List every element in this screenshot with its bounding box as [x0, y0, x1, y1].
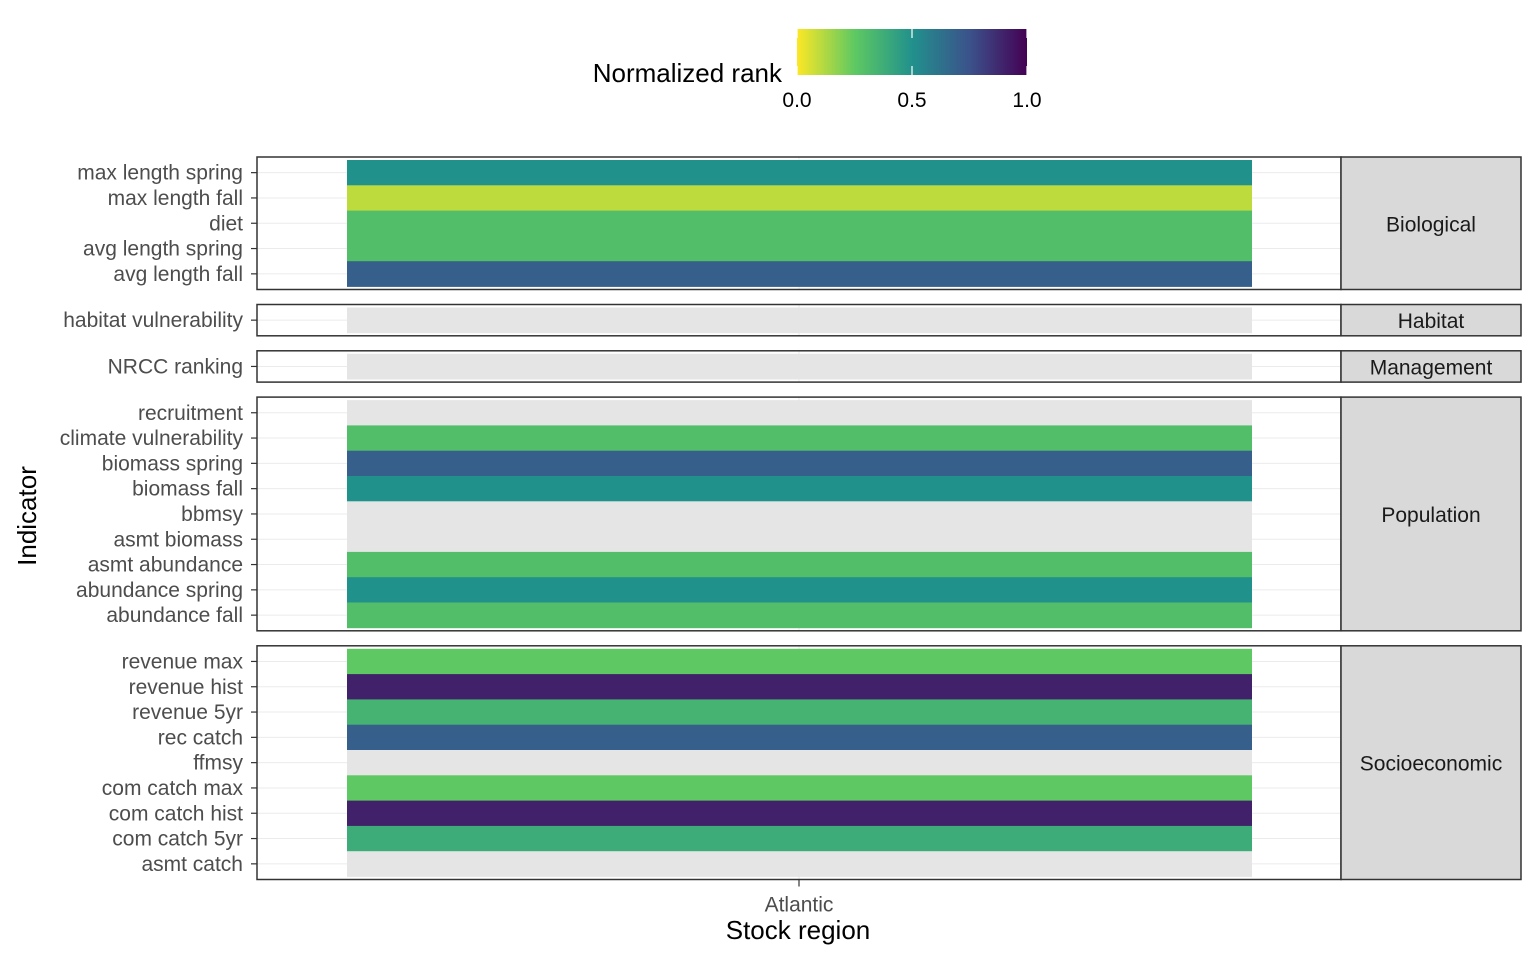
x-axis-title: Stock region [726, 915, 871, 945]
y-tick-label: max length fall [108, 187, 243, 210]
facet-habitat: habitat vulnerability Habitat [63, 303, 1522, 337]
heatmap-cell [347, 800, 1252, 827]
heatmap-cell [347, 551, 1252, 578]
heatmap-cell [347, 425, 1252, 452]
heatmap-cell [347, 577, 1252, 603]
y-tick-label: com catch 5yr [112, 828, 243, 851]
heatmap-cell [347, 353, 1252, 380]
y-tick-label: com catch hist [109, 802, 243, 825]
y-tick-label: asmt biomass [113, 528, 243, 551]
y-tick-label: avg length fall [113, 263, 243, 286]
heatmap-cell [347, 699, 1252, 726]
heatmap-cell [347, 210, 1252, 237]
legend-title: Normalized rank [593, 58, 783, 88]
facet-strip-label: Habitat [1398, 310, 1465, 333]
facet-strip-label: Socioeconomic [1360, 753, 1502, 776]
y-tick-label: revenue hist [129, 676, 244, 699]
y-tick-label: avg length spring [83, 238, 243, 261]
facet-strip [1340, 303, 1522, 337]
facet-management: NRCC ranking Management [108, 350, 1522, 383]
y-tick-label: habitat vulnerability [63, 309, 243, 332]
y-tick-label: rec catch [158, 726, 243, 749]
y-tick-label: diet [209, 212, 243, 235]
facet-strip-label: Population [1381, 504, 1480, 527]
y-tick-label: asmt catch [141, 853, 243, 876]
y-tick-label: recruitment [138, 402, 243, 425]
y-tick-label: ffmsy [193, 752, 243, 775]
x-tick-label: Atlantic [765, 894, 834, 917]
y-tick-label: asmt abundance [88, 554, 243, 577]
y-tick-label: biomass spring [102, 452, 243, 475]
heatmap-cell [347, 851, 1252, 877]
y-axis-title: Indicator [12, 466, 42, 566]
facet-strip [1340, 156, 1522, 291]
y-tick-label: abundance spring [76, 579, 243, 602]
heatmap-cell [347, 476, 1252, 502]
facet-strip [1340, 396, 1522, 632]
heatmap-cell [347, 724, 1252, 751]
y-tick-label: com catch max [102, 777, 244, 800]
facet-strip [1340, 645, 1522, 881]
heatmap-cell [347, 648, 1252, 675]
y-tick-label: revenue max [122, 650, 244, 673]
heatmap-cell [347, 160, 1252, 186]
x-axis: Atlantic [765, 879, 834, 917]
heatmap-cell [347, 825, 1252, 852]
heatmap-cell [347, 750, 1252, 776]
y-tick-label: NRCC ranking [108, 355, 243, 378]
legend-tick-label: 0.0 [782, 89, 811, 112]
facet-strip-label: Management [1370, 356, 1493, 379]
heatmap-cell [347, 775, 1252, 801]
heatmap-cell [347, 674, 1252, 700]
facet-strip-label: Biological [1386, 213, 1476, 236]
y-tick-label: bbmsy [181, 503, 243, 526]
legend-tick-label: 0.5 [897, 89, 926, 112]
legend-tick-label: 1.0 [1012, 89, 1041, 112]
heatmap-cell [347, 602, 1252, 629]
y-tick-label: biomass fall [132, 478, 243, 501]
y-tick-label: abundance fall [106, 604, 243, 627]
y-tick-label: climate vulnerability [60, 427, 244, 450]
heatmap-cell [347, 526, 1252, 553]
heatmap-cell [347, 185, 1252, 211]
heatmap-cell [347, 501, 1252, 527]
heatmap-cell [347, 235, 1252, 262]
heatmap-cell [347, 450, 1252, 477]
y-tick-label: revenue 5yr [132, 701, 243, 724]
heatmap-cell [347, 261, 1252, 287]
y-tick-label: max length spring [77, 162, 243, 185]
facet-strip [1340, 350, 1522, 383]
heatmap-cell [347, 307, 1252, 334]
heatmap-cell [347, 400, 1252, 426]
